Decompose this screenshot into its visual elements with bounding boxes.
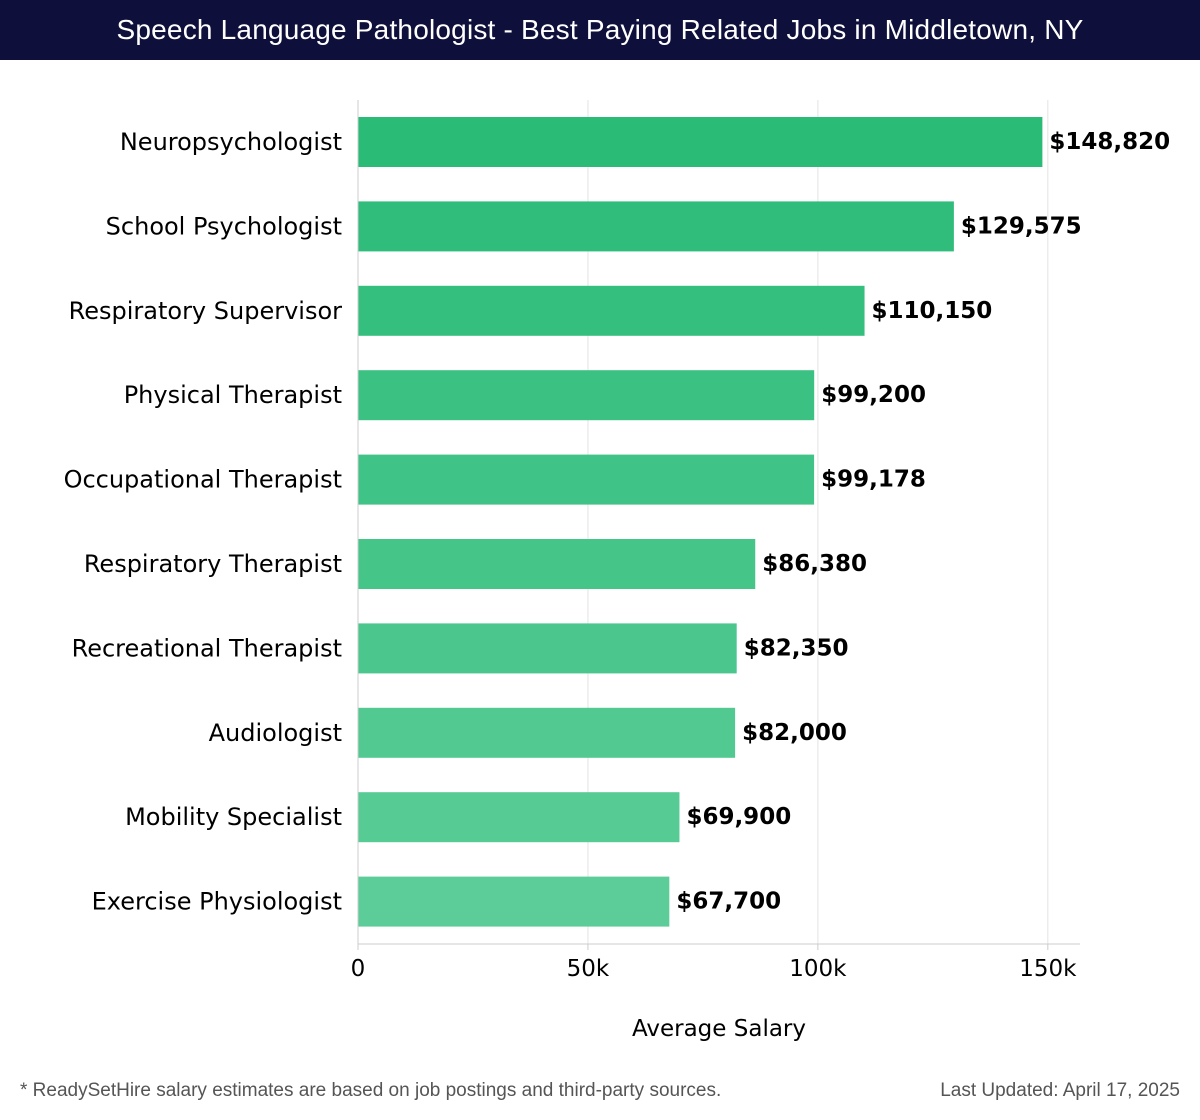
value-label: $148,820 bbox=[1049, 129, 1170, 155]
bar bbox=[358, 370, 815, 421]
x-tick-label: 0 bbox=[351, 956, 366, 982]
value-label: $110,150 bbox=[872, 298, 993, 324]
title-bar: Speech Language Pathologist - Best Payin… bbox=[0, 0, 1200, 60]
value-label: $86,380 bbox=[762, 551, 867, 577]
x-axis-title: Average Salary bbox=[632, 1016, 806, 1042]
bar bbox=[358, 623, 737, 674]
bar bbox=[358, 792, 680, 843]
bar bbox=[358, 707, 736, 758]
bar bbox=[358, 117, 1043, 167]
category-label: Mobility Specialist bbox=[125, 803, 342, 831]
value-label: $69,900 bbox=[686, 804, 791, 830]
page-title: Speech Language Pathologist - Best Payin… bbox=[116, 14, 1084, 45]
value-label: $129,575 bbox=[961, 213, 1082, 239]
category-label: Exercise Physiologist bbox=[92, 888, 342, 916]
bar bbox=[358, 454, 815, 505]
bar bbox=[358, 539, 756, 589]
footer-note: * ReadySetHire salary estimates are base… bbox=[20, 1080, 722, 1101]
category-label: Physical Therapist bbox=[124, 381, 342, 409]
x-tick-label: 50k bbox=[567, 956, 610, 982]
value-label: $99,178 bbox=[821, 467, 926, 493]
bar bbox=[358, 201, 954, 252]
category-label: Neuropsychologist bbox=[120, 128, 342, 156]
bar bbox=[358, 285, 865, 336]
bar bbox=[358, 876, 670, 927]
value-label: $67,700 bbox=[676, 889, 781, 915]
value-label: $82,350 bbox=[744, 635, 849, 661]
category-label: Audiologist bbox=[209, 719, 342, 747]
x-tick-label: 100k bbox=[789, 956, 847, 982]
x-tick-label: 150k bbox=[1019, 956, 1077, 982]
category-label: School Psychologist bbox=[106, 212, 342, 240]
category-label: Respiratory Therapist bbox=[84, 550, 342, 578]
category-label: Recreational Therapist bbox=[72, 634, 342, 662]
value-label: $99,200 bbox=[821, 382, 926, 408]
value-label: $82,000 bbox=[742, 720, 847, 746]
salary-bar-chart: Neuropsychologist $148,820 School Psycholo… bbox=[64, 100, 1170, 1042]
last-updated: Last Updated: April 17, 2025 bbox=[940, 1080, 1180, 1101]
category-label: Occupational Therapist bbox=[64, 466, 342, 494]
category-label: Respiratory Supervisor bbox=[69, 297, 343, 325]
